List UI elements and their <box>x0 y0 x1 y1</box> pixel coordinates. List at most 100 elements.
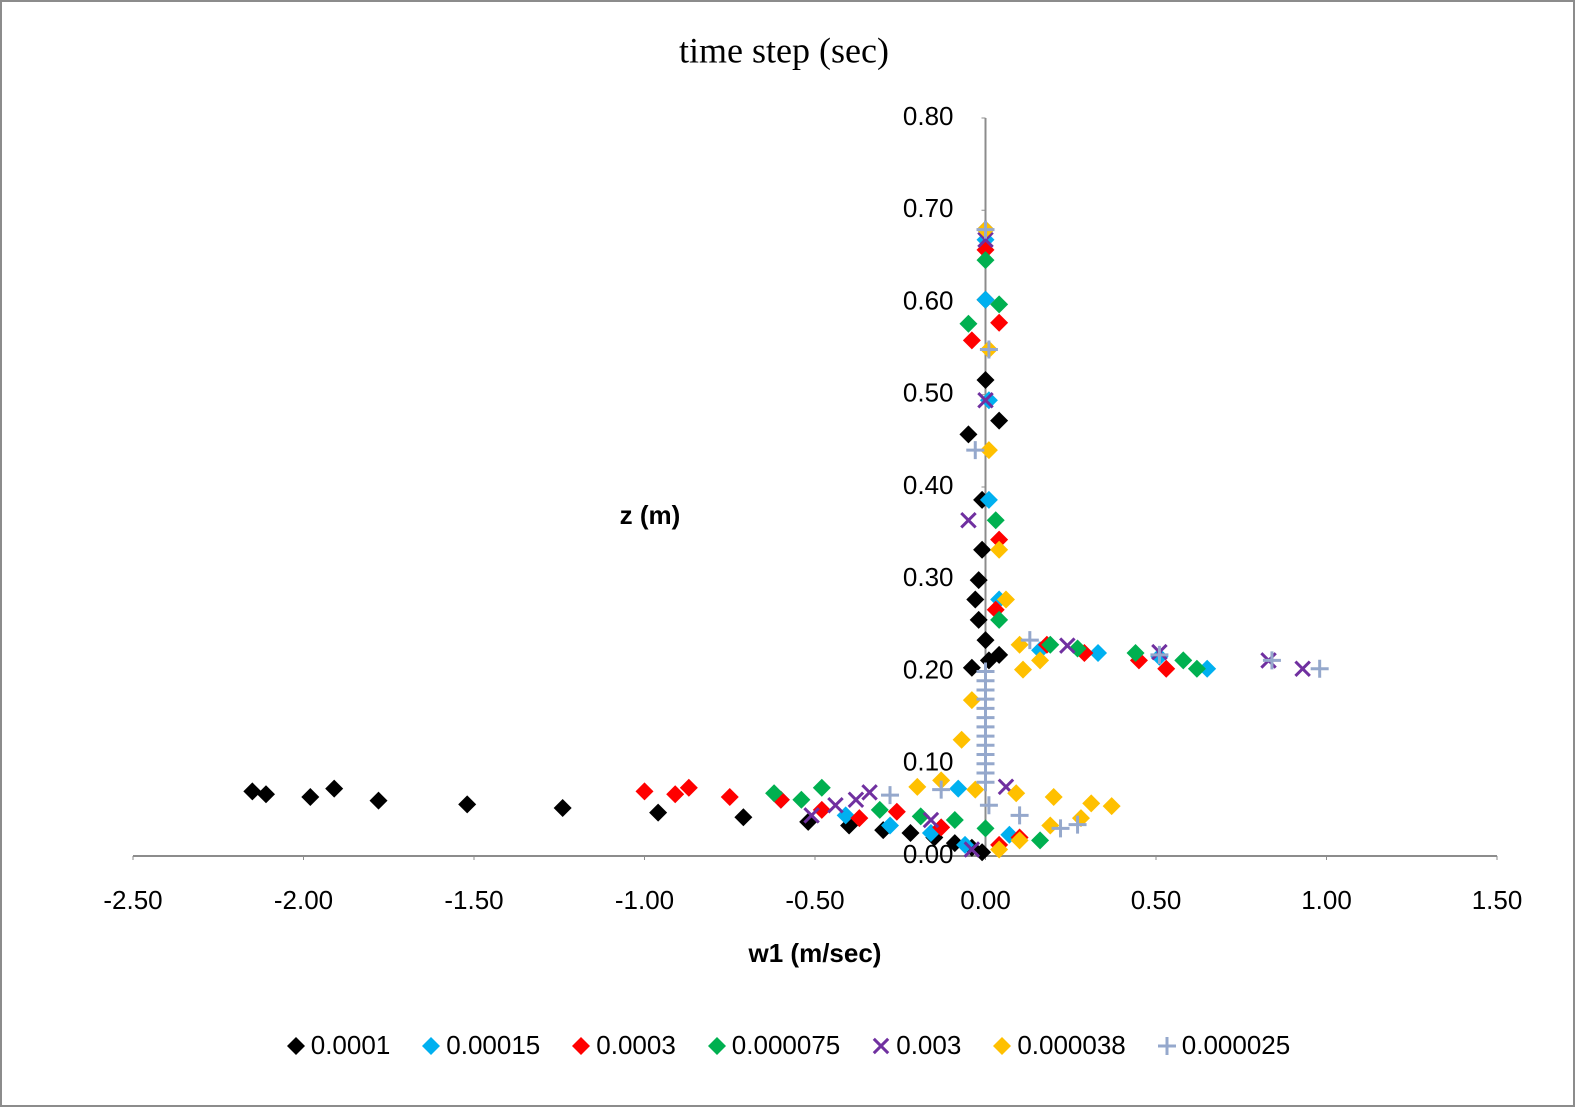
legend-marker <box>707 1036 726 1055</box>
point <box>945 811 964 830</box>
point <box>969 610 988 629</box>
legend-label: 0.000038 <box>1017 1030 1126 1060</box>
point <box>1068 815 1087 834</box>
legend-marker <box>1157 1036 1176 1055</box>
y-tick-label: 0.70 <box>903 193 954 223</box>
point <box>977 231 994 249</box>
point <box>1010 635 1029 654</box>
point <box>962 331 981 350</box>
point <box>1262 651 1281 670</box>
legend-item: 0.000038 <box>991 1030 1126 1061</box>
point <box>872 1037 890 1054</box>
legend-marker <box>872 1037 890 1054</box>
point <box>1198 659 1217 678</box>
legend: 0.0001 0.00015 0.0003 0.000075 0.003 0.000038… <box>0 1030 1575 1061</box>
x-tick-label: 0.00 <box>960 885 1011 915</box>
point <box>996 590 1015 609</box>
point <box>979 796 998 815</box>
point <box>990 645 1009 664</box>
point <box>1157 659 1176 678</box>
legend-marker <box>286 1036 305 1055</box>
point <box>952 730 971 749</box>
point <box>949 779 968 798</box>
point <box>458 795 477 814</box>
point <box>422 1036 441 1055</box>
y-axis-title: z (m) <box>620 500 681 530</box>
point <box>1082 794 1101 813</box>
x-tick-label: 0.50 <box>1131 885 1182 915</box>
point <box>847 791 865 808</box>
point <box>1031 651 1050 670</box>
point <box>553 799 572 818</box>
x-tick-label: -1.50 <box>444 885 503 915</box>
x-tick-label: -2.00 <box>274 885 333 915</box>
point <box>803 807 820 824</box>
point <box>966 590 985 609</box>
point <box>870 800 889 819</box>
point <box>1102 797 1121 816</box>
point <box>1010 831 1029 850</box>
point <box>1310 659 1329 678</box>
point <box>1089 644 1108 663</box>
point <box>1051 819 1070 838</box>
point <box>1014 660 1033 679</box>
point <box>956 835 975 854</box>
point <box>635 782 654 801</box>
legend-label: 0.0001 <box>310 1030 391 1060</box>
point <box>976 662 995 681</box>
y-tick-label: 0.40 <box>903 470 954 500</box>
x-tick-label: 1.00 <box>1301 885 1352 915</box>
point <box>1031 831 1050 850</box>
x-tick-label: -0.50 <box>785 885 844 915</box>
point <box>963 841 981 858</box>
point <box>976 819 995 838</box>
point <box>1157 1036 1176 1055</box>
point <box>649 803 668 822</box>
point <box>1059 637 1076 654</box>
point <box>243 782 262 801</box>
point <box>861 784 878 801</box>
point <box>979 391 998 410</box>
point <box>960 511 977 529</box>
point <box>1150 645 1169 664</box>
y-tick-label: 0.80 <box>903 101 954 131</box>
point <box>901 823 920 842</box>
y-tick-label: 0.10 <box>903 747 954 777</box>
legend-label: 0.000025 <box>1181 1030 1291 1060</box>
point <box>325 779 344 798</box>
point <box>932 818 951 837</box>
x-tick-label: -2.50 <box>103 885 162 915</box>
legend-item: 0.000075 <box>706 1030 840 1061</box>
point <box>932 780 951 799</box>
point <box>1007 784 1026 803</box>
point <box>256 785 275 804</box>
point <box>990 411 1009 430</box>
legend-item: 0.003 <box>870 1030 961 1061</box>
point <box>827 797 844 814</box>
point <box>765 784 784 803</box>
point <box>993 1036 1012 1055</box>
point <box>1044 787 1063 806</box>
point <box>881 816 900 835</box>
point <box>666 785 685 804</box>
point <box>976 370 995 389</box>
legend-marker <box>422 1036 441 1055</box>
point <box>990 540 1009 559</box>
point <box>911 807 930 826</box>
legend-item: 0.00015 <box>420 1030 540 1061</box>
point <box>1020 631 1039 650</box>
legend-label: 0.000075 <box>731 1030 841 1060</box>
point <box>679 778 698 797</box>
point <box>990 610 1009 629</box>
point <box>962 691 981 710</box>
point <box>812 778 831 797</box>
point <box>286 1036 305 1055</box>
legend-item: 0.0003 <box>570 1030 676 1061</box>
point <box>850 809 869 828</box>
point <box>979 490 998 509</box>
point <box>990 295 1009 314</box>
point <box>1174 651 1193 670</box>
point <box>932 771 951 790</box>
